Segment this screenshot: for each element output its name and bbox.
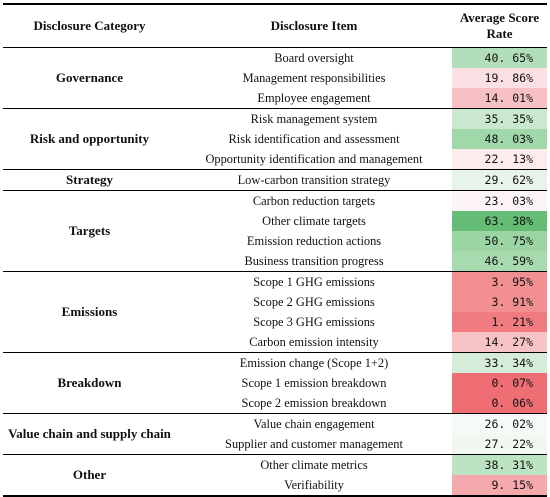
table-body: Governance Board oversight 40. 65% Manageme…: [3, 47, 547, 497]
category-cell: Strategy: [3, 169, 176, 191]
item-cell: Verifiability: [176, 475, 452, 497]
table-row: Opportunity identification and managemen…: [3, 149, 547, 170]
category-cell: Value chain and supply chain: [3, 413, 176, 455]
table-row: Employee engagement 14. 01%: [3, 88, 547, 109]
table-row: Scope 2 emission breakdown 0. 06%: [3, 393, 547, 414]
table-row: Management responsibilities 19. 86%: [3, 68, 547, 88]
item-cell: Value chain engagement: [176, 413, 452, 434]
category-cell: Risk and opportunity: [3, 108, 176, 170]
item-cell: Scope 2 GHG emissions: [253, 294, 375, 309]
table-header: Disclosure Category Disclosure Item Aver…: [3, 4, 547, 48]
score-cell: 14. 27%: [452, 332, 547, 353]
header-score-line2: Rate: [486, 26, 513, 41]
item-cell: Supplier and customer management: [225, 436, 403, 451]
item-cell: Emission reduction actions: [246, 233, 382, 248]
header-row: Disclosure Category Disclosure Item Aver…: [3, 4, 547, 48]
score-cell: 40. 65%: [452, 47, 547, 68]
item-cell: Low-carbon transition strategy: [176, 169, 452, 191]
header-score: Average Score Rate: [452, 4, 547, 48]
header-score-line1: Average Score: [459, 10, 540, 25]
item-cell: Business transition progress: [244, 253, 384, 268]
item-cell: Scope 2 emission breakdown: [241, 395, 387, 410]
table-row: Risk and opportunity Risk management syst…: [3, 108, 547, 170]
table-row: Value chain and supply chain Value chain …: [3, 413, 547, 455]
table-row: Scope 1 emission breakdown 0. 07%: [3, 373, 547, 393]
table-row: Scope 2 GHG emissions 3. 91%: [3, 292, 547, 312]
table-row: Strategy Low-carbon transition strategy 29…: [3, 169, 547, 191]
item-cell: Opportunity identification and managemen…: [205, 151, 423, 166]
item-cell: Other climate metrics: [176, 454, 452, 475]
score-cell: 33. 34%: [452, 352, 547, 373]
score-cell: 46. 59%: [452, 251, 547, 272]
table-row: Supplier and customer management 27. 22%: [3, 434, 547, 455]
item-cell: Scope 1 GHG emissions: [176, 271, 452, 292]
category-cell: Breakdown: [3, 352, 176, 414]
score-cell: 3. 91%: [452, 292, 547, 312]
table-row: Other climate targets 63. 38%: [3, 211, 547, 231]
category-cell: Emissions: [3, 271, 176, 353]
table-row: Scope 3 GHG emissions 1. 21%: [3, 312, 547, 332]
category-cell: Governance: [3, 47, 176, 109]
header-item: Disclosure Item: [270, 18, 358, 33]
item-cell: Board oversight: [176, 47, 452, 68]
table-row: Emission reduction actions 50. 75%: [3, 231, 547, 251]
score-cell: 9. 15%: [452, 475, 547, 497]
item-cell: Carbon emission intensity: [249, 334, 379, 349]
item-cell: Risk management system: [176, 108, 452, 129]
table-row: Breakdown Emission change (Scope 1+2) 33. …: [3, 352, 547, 414]
score-cell: 26. 02%: [452, 413, 547, 434]
score-cell: 50. 75%: [452, 231, 547, 251]
score-cell: 48. 03%: [452, 129, 547, 149]
score-cell: 38. 31%: [452, 454, 547, 475]
score-cell: 29. 62%: [452, 169, 547, 191]
score-cell: 23. 03%: [452, 190, 547, 211]
item-cell: Employee engagement: [257, 90, 371, 105]
score-cell: 3. 95%: [452, 271, 547, 292]
score-cell: 14. 01%: [452, 88, 547, 109]
item-cell: Emission change (Scope 1+2): [176, 352, 452, 373]
score-cell: 22. 13%: [452, 149, 547, 170]
disclosure-score-table: Disclosure Category Disclosure Item Aver…: [3, 3, 547, 497]
score-cell: 63. 38%: [452, 211, 547, 231]
score-cell: 27. 22%: [452, 434, 547, 455]
score-cell: 35. 35%: [452, 108, 547, 129]
item-cell: Scope 1 emission breakdown: [241, 375, 387, 390]
score-cell: 0. 06%: [452, 393, 547, 414]
score-cell: 1. 21%: [452, 312, 547, 332]
table-row: Business transition progress 46. 59%: [3, 251, 547, 272]
table-row: Targets Carbon reduction targets 23. 03%: [3, 190, 547, 272]
score-cell: 19. 86%: [452, 68, 547, 88]
item-cell: Carbon reduction targets: [176, 190, 452, 211]
item-cell: Scope 3 GHG emissions: [253, 314, 375, 329]
category-cell: Other: [3, 454, 176, 497]
score-cell: 0. 07%: [452, 373, 547, 393]
category-cell: Targets: [3, 190, 176, 272]
table-row: Emissions Scope 1 GHG emissions 3. 95%: [3, 271, 547, 353]
table-row: Governance Board oversight 40. 65%: [3, 47, 547, 109]
item-cell: Risk identification and assessment: [228, 131, 400, 146]
table-row: Other Other climate metrics 38. 31%: [3, 454, 547, 497]
item-cell: Management responsibilities: [242, 70, 386, 85]
header-category: Disclosure Category: [33, 18, 146, 33]
table-row: Carbon emission intensity 14. 27%: [3, 332, 547, 353]
item-cell: Other climate targets: [262, 213, 366, 228]
table-row: Risk identification and assessment 48. 03…: [3, 129, 547, 149]
